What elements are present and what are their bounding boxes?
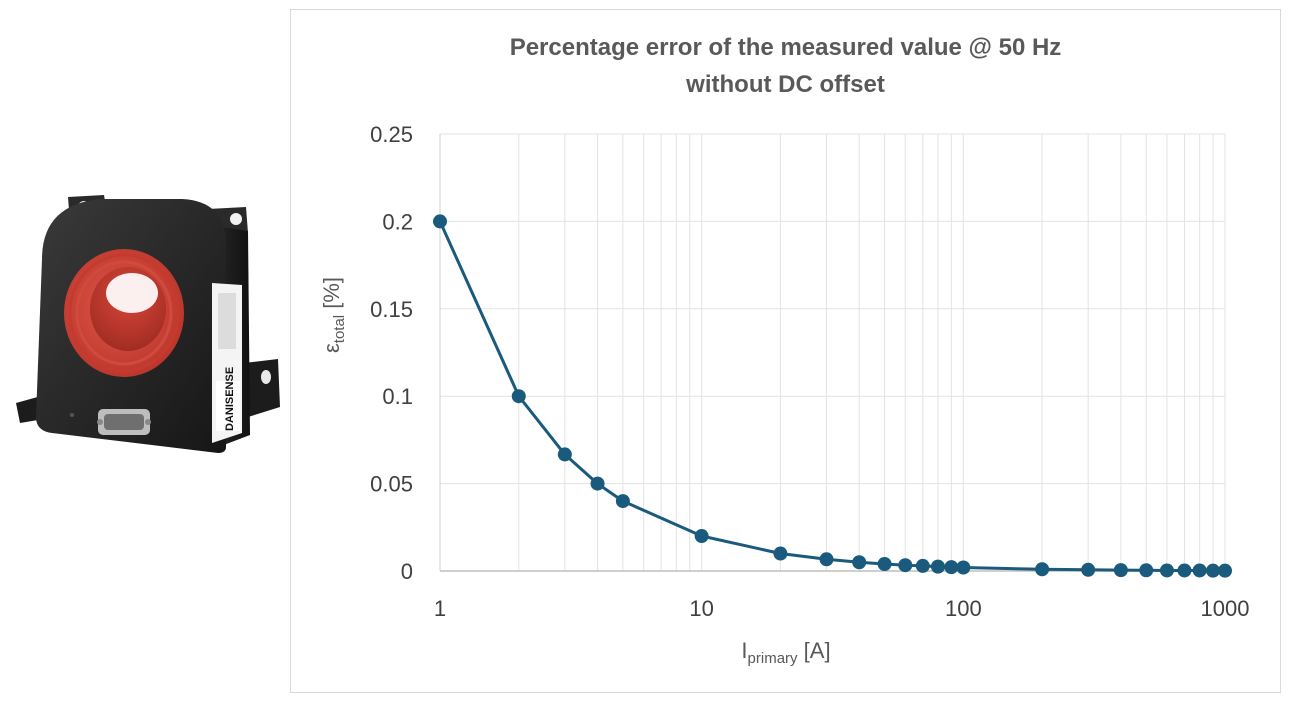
y-tick-label: 0.1: [382, 384, 413, 409]
data-point: [944, 560, 959, 575]
data-point: [511, 389, 526, 404]
x-axis-title: Iprimary [A]: [741, 638, 830, 667]
data-series: [433, 214, 1232, 578]
chart-frame: Percentage error of the measured value @…: [290, 9, 1281, 693]
y-axis-title: εtotal [%]: [319, 277, 348, 353]
data-point: [819, 552, 834, 567]
data-point: [898, 558, 913, 573]
data-point: [1192, 563, 1207, 578]
data-point: [877, 557, 892, 572]
y-tick-label: 0.05: [370, 472, 413, 497]
tick-labels: 0 0.05 0.1 0.15 0.2 0.25 1 10 100 1000: [370, 122, 1249, 621]
data-point: [852, 555, 867, 570]
chart-title-line-2: without DC offset: [686, 71, 885, 98]
x-tick-label: 10: [689, 596, 713, 621]
data-point: [1113, 563, 1128, 578]
data-point: [1218, 563, 1232, 578]
data-point: [915, 558, 930, 573]
chart-title-line-1: Percentage error of the measured value @…: [509, 34, 1062, 61]
product-photo: DANISENSE: [16, 195, 280, 453]
data-point: [694, 529, 709, 544]
data-point: [1177, 563, 1192, 578]
data-point: [956, 560, 971, 575]
x-tick-label: 100: [945, 596, 982, 621]
data-point: [1139, 563, 1154, 578]
gridlines: [439, 133, 1226, 572]
brand-label: DANISENSE: [224, 367, 236, 431]
y-tick-label: 0.15: [370, 297, 413, 322]
y-tick-label: 0.2: [382, 209, 413, 234]
data-point: [1081, 562, 1096, 577]
axes: [439, 134, 1225, 572]
y-tick-label: 0.25: [370, 122, 413, 147]
data-point: [930, 559, 945, 574]
data-point: [1159, 563, 1174, 578]
data-point: [557, 447, 572, 462]
data-point: [773, 546, 788, 561]
data-point: [1206, 563, 1221, 578]
data-point: [615, 494, 630, 509]
data-point: [1035, 562, 1050, 577]
chart-plot: 0 0.05 0.1 0.15 0.2 0.25 1 10 100 1000 Iprimary […: [319, 122, 1249, 667]
y-tick-label: 0: [401, 559, 413, 584]
x-tick-label: 1: [434, 596, 446, 621]
data-point: [590, 476, 605, 491]
x-tick-label: 1000: [1201, 596, 1250, 621]
mounting-tab-bottom-right: [244, 359, 280, 417]
data-point: [433, 214, 447, 229]
